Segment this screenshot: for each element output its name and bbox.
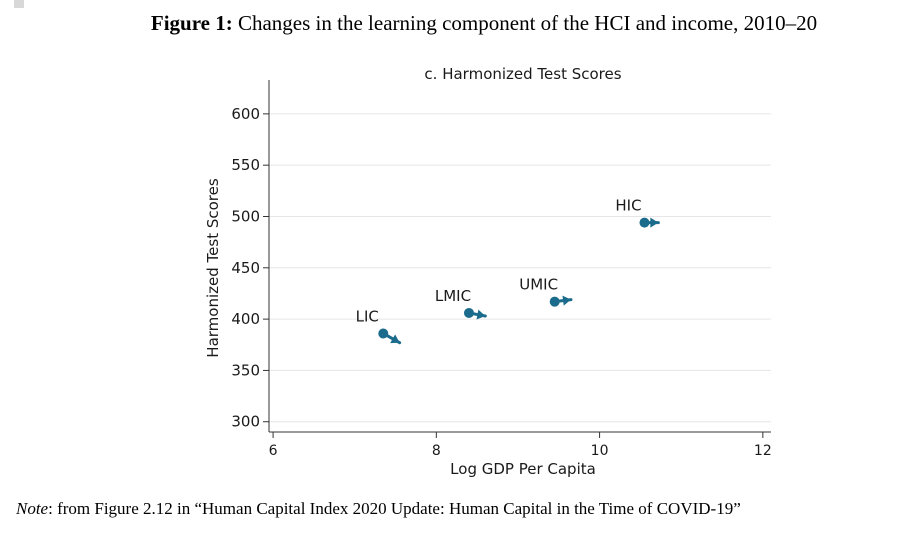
arrow-head [390,334,400,344]
data-marks: LIC LMIC UMIC HIC [356,197,660,345]
y-tick-label: 550 [231,156,260,174]
point-label: HIC [615,197,641,215]
arrow-head [650,217,659,228]
x-tick-label: 10 [591,443,609,459]
x-tick-label: 12 [754,443,772,459]
chart-title: c. Harmonized Test Scores [424,65,621,83]
group-umic: UMIC [519,276,573,307]
start-point [549,296,560,307]
start-point [463,307,474,318]
start-point [378,328,389,339]
y-tick-label: 450 [231,259,260,277]
figure-title: Figure 1: Changes in the learning compon… [0,11,911,36]
group-lmic: LMIC [435,287,487,320]
note-label: Note [16,499,49,518]
group-hic: HIC [615,197,660,228]
x-tick-label: 6 [269,443,278,459]
corner-mark [14,0,24,8]
point-label: UMIC [519,276,558,294]
y-tick-label: 500 [231,207,260,225]
arrow-head [562,295,572,306]
y-ticks: 300 350 400 450 500 550 600 [231,105,269,431]
y-tick-label: 600 [231,105,260,123]
group-lic: LIC [356,307,402,345]
x-axis-label: Log GDP Per Capita [450,460,596,478]
x-tick-label: 8 [432,443,441,459]
point-label: LIC [356,307,379,325]
arrow-head [476,309,486,320]
y-tick-label: 300 [231,413,260,431]
start-point [639,217,650,228]
x-ticks: 6 8 10 12 [269,432,772,459]
note: Note: from Figure 2.12 in “Human Capital… [16,499,741,519]
y-axis-label: Harmonized Test Scores [204,178,222,358]
grid [269,113,771,423]
figure-title-text: Changes in the learning component of the… [232,11,818,35]
y-tick-label: 400 [231,310,260,328]
point-label: LMIC [435,287,471,305]
figure-label: Figure 1: [150,11,233,35]
y-tick-label: 350 [231,361,260,379]
note-text: : from Figure 2.12 in “Human Capital Ind… [48,499,741,518]
